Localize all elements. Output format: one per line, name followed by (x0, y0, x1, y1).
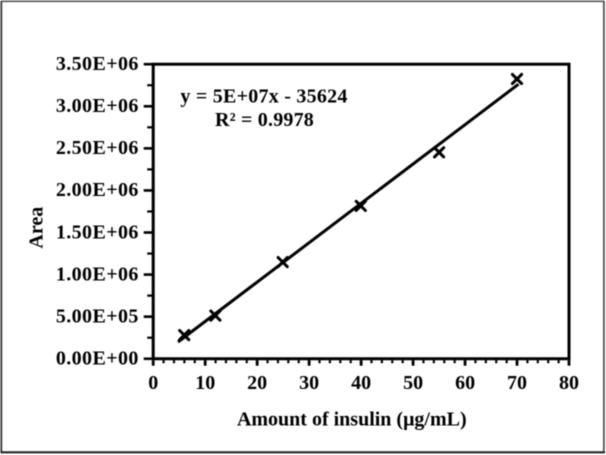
svg-text:3.50E+06: 3.50E+06 (56, 53, 139, 75)
svg-text:5.00E+05: 5.00E+05 (56, 306, 139, 328)
svg-text:Amount of insulin (μg/mL): Amount of insulin (μg/mL) (237, 408, 467, 430)
svg-text:70: 70 (507, 372, 527, 394)
svg-text:30: 30 (299, 372, 319, 394)
svg-text:2.00E+06: 2.00E+06 (56, 179, 139, 201)
svg-text:3.00E+06: 3.00E+06 (56, 95, 139, 117)
svg-text:Area: Area (26, 207, 48, 249)
svg-text:10: 10 (195, 372, 215, 394)
svg-text:60: 60 (455, 372, 475, 394)
svg-text:40: 40 (351, 372, 371, 394)
svg-text:1.00E+06: 1.00E+06 (56, 263, 139, 285)
svg-text:50: 50 (403, 372, 423, 394)
svg-text:20: 20 (247, 372, 267, 394)
svg-text:0.00E+00: 0.00E+00 (56, 348, 139, 370)
svg-text:0: 0 (148, 372, 158, 394)
svg-text:R² = 0.9978: R² = 0.9978 (215, 109, 314, 131)
svg-text:2.50E+06: 2.50E+06 (56, 137, 139, 159)
svg-text:1.50E+06: 1.50E+06 (56, 221, 139, 243)
svg-text:y = 5E+07x - 35624: y = 5E+07x - 35624 (180, 85, 347, 107)
svg-text:80: 80 (559, 372, 579, 394)
